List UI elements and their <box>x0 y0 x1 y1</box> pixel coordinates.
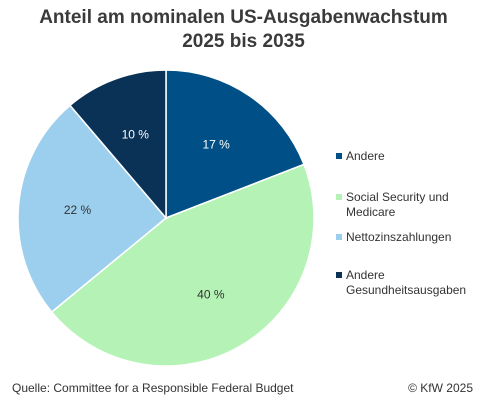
chart-title-line-1: Anteil am nominalen US-Ausgabenwachstum <box>39 7 448 28</box>
pie-slice-gesundheitsausgaben <box>68 69 167 221</box>
legend-label-social-security: Social Security und Medicare <box>346 190 449 219</box>
pie-slice-andere <box>165 69 305 220</box>
pie-label-nettozinszahlungen: 22 % <box>64 203 92 217</box>
legend-label-andere: Andere <box>346 149 385 163</box>
legend-label-nettozinszahlungen: Nettozinszahlungen <box>346 230 452 244</box>
pie-slice-social-security <box>50 163 315 367</box>
pie-label-gesundheitsausgaben: 10 % <box>122 128 150 142</box>
legend-swatch-gesundheitsausgaben <box>336 272 342 278</box>
pie-label-social-security: 40 % <box>197 288 225 302</box>
legend-label-gesundheitsausgaben: Andere Gesundheitsausgaben <box>346 268 467 297</box>
legend-swatch-andere <box>336 153 342 159</box>
chart-title-line-2: 2025 bis 2035 <box>182 31 305 52</box>
pie-slice-nettozinszahlungen <box>17 104 168 314</box>
legend-swatch-nettozinszahlungen <box>336 234 342 240</box>
copyright-note: © KfW 2025 <box>408 381 473 395</box>
chart-title: Anteil am nominalen US-Ausgabenwachstum … <box>0 6 487 54</box>
source-note: Quelle: Committee for a Responsible Fede… <box>12 381 294 395</box>
legend-swatch-social-security <box>336 194 342 200</box>
pie-label-andere: 17 % <box>202 138 230 152</box>
